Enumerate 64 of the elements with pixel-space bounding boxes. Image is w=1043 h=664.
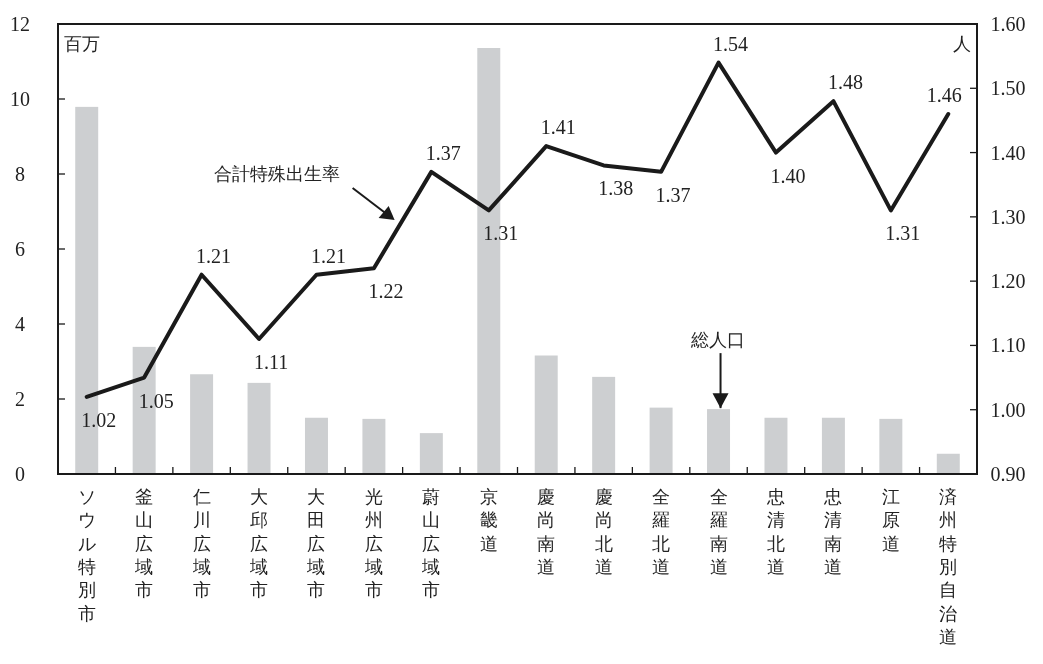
bar [879, 418, 903, 474]
y2-tick-label: 1.40 [990, 141, 1026, 164]
arrow-line: 合計特殊出生率 [213, 164, 395, 221]
x-tick-label: 忠清南道 [823, 487, 843, 577]
data-label: 1.31 [885, 222, 921, 245]
bar [362, 418, 386, 474]
y-tick-label: 10 [10, 88, 30, 110]
x-tick-label: 光州広域市 [363, 487, 383, 601]
data-label: 1.38 [598, 177, 634, 200]
y2-tick-label: 1.20 [990, 270, 1026, 293]
x-tick-label: 全羅南道 [709, 487, 728, 577]
annotation: 総人口 [689, 330, 745, 351]
data-label: 1.21 [310, 244, 346, 267]
y2-tick-label: 1.10 [990, 334, 1026, 357]
data-label: 1.31 [483, 222, 519, 245]
y2-tick-label: 1.30 [990, 205, 1026, 228]
bar [419, 433, 443, 474]
y-tick-label: 0 [15, 463, 25, 485]
x-tick-label: 江原道 [881, 487, 900, 554]
y-tick-label: 2 [15, 388, 25, 410]
data-label: 1.37 [425, 141, 461, 164]
data-label: 1.22 [368, 280, 404, 303]
x-tick-label: ソウル特別市 [77, 487, 96, 624]
bar [304, 417, 328, 474]
data-label: 1.37 [655, 183, 691, 206]
y2-tick-label: 1.50 [990, 77, 1026, 100]
data-label: 1.02 [81, 408, 117, 431]
x-tick-label: 全羅北道 [652, 487, 671, 577]
y-tick-label: 8 [15, 163, 25, 185]
bar [534, 355, 558, 474]
data-label: 1.41 [540, 116, 576, 139]
x-tick-label: 慶尚南道 [537, 487, 556, 577]
bar [190, 374, 214, 474]
bar [649, 407, 673, 474]
annotation: 合計特殊出生率 [213, 164, 340, 185]
x-tick-label: 大邱広域市 [249, 487, 269, 601]
y-tick-label: 6 [15, 238, 25, 260]
y-axis-title: 百万 [64, 34, 100, 54]
x-tick-label: 慶尚北道 [594, 487, 613, 577]
y-tick-label: 12 [10, 13, 30, 35]
y2-axis-title: 人 [953, 34, 971, 54]
x-tick-label: 釜山広域市 [134, 487, 154, 601]
bar [764, 417, 788, 474]
x-tick-label: 済州特別自治道 [939, 487, 958, 647]
bar [936, 453, 960, 474]
x-tick-label: 京畿道 [479, 487, 498, 554]
bar [247, 382, 271, 474]
x-tick-label: 仁川広域市 [191, 487, 211, 601]
y-tick-label: 4 [15, 313, 25, 335]
data-label: 1.11 [253, 351, 289, 373]
x-tick-label: 大田広域市 [306, 487, 326, 601]
data-label: 1.40 [770, 164, 806, 187]
x-tick-label: 蔚山広域市 [421, 487, 441, 601]
data-label: 1.48 [827, 71, 863, 94]
data-label: 1.05 [138, 389, 174, 412]
data-label: 1.21 [196, 244, 232, 267]
data-label: 1.54 [713, 32, 749, 55]
y2-tick-label: 1.60 [990, 13, 1026, 35]
data-label: 1.46 [926, 84, 962, 106]
x-tick-label: 忠清北道 [765, 487, 785, 577]
y2-tick-label: 0.90 [990, 463, 1026, 485]
bar [592, 376, 616, 474]
y2-tick-label: 1.00 [990, 398, 1026, 421]
bar [821, 417, 845, 474]
